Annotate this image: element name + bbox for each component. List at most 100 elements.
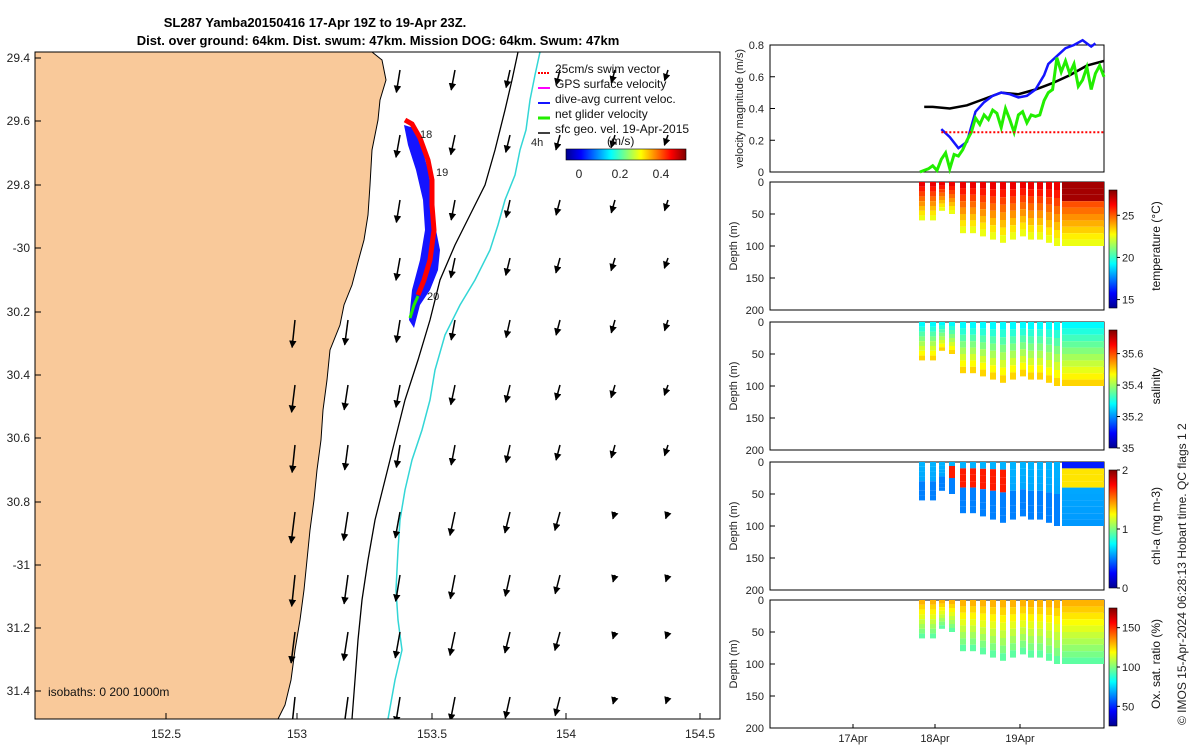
profile-cell	[1020, 489, 1026, 496]
profile-cell	[1010, 232, 1016, 240]
profile-cell	[1046, 484, 1052, 493]
profile-cell	[1010, 182, 1016, 190]
profile-cell	[1046, 462, 1052, 470]
profile-cell	[1037, 505, 1043, 513]
profile-cell	[960, 506, 966, 514]
profile-cell	[960, 632, 966, 639]
colorbar-tick-0: 0	[576, 167, 583, 181]
profile-cell	[919, 331, 925, 337]
profile-cell	[1054, 322, 1060, 330]
profile-cell	[1020, 613, 1026, 621]
profile-cell	[990, 358, 996, 366]
isobath-200m	[351, 52, 519, 719]
profile-cell	[990, 614, 996, 622]
map-colorbar	[565, 148, 687, 161]
profile-cell	[970, 201, 976, 208]
profile-cell	[960, 600, 966, 607]
profile-cell	[949, 346, 955, 350]
profile-cell	[939, 347, 945, 351]
profile-cell	[1046, 352, 1052, 360]
profile-cell	[939, 469, 945, 473]
profile-cell	[1028, 358, 1034, 366]
profile-cell	[919, 341, 925, 346]
profile-cell	[1020, 634, 1026, 641]
profile-cell	[1054, 632, 1060, 640]
lat-tick-label: 30.6	[7, 431, 31, 445]
profile-cell	[939, 483, 945, 488]
velocity-arrow	[447, 511, 456, 537]
profile-cell	[949, 604, 955, 608]
profile-cell	[1000, 507, 1006, 516]
profile-cell	[1028, 628, 1034, 636]
profile-cell	[949, 338, 955, 342]
velocity-arrow	[341, 696, 349, 719]
profile-cell	[949, 330, 955, 334]
velocity-ylabel: velocity magnitude (m/s)	[734, 49, 746, 168]
land-mass	[35, 52, 386, 719]
profile-cell	[930, 481, 936, 486]
profile-block-cell	[1062, 360, 1104, 367]
velocity-arrow	[554, 257, 562, 274]
legend-entry-gps: GPS surface velocity	[538, 77, 666, 91]
cbar-tick-label: 1	[1122, 524, 1128, 536]
profile-cell	[970, 182, 976, 189]
map-frame	[34, 51, 721, 720]
profile-cell	[939, 343, 945, 348]
profile-cell	[1037, 365, 1043, 373]
profile-block-cell	[1062, 519, 1104, 526]
velocity-arrow	[609, 384, 617, 399]
day-label-20: 20	[427, 291, 439, 303]
velocity-arrow	[609, 319, 617, 334]
profile-cell	[1028, 350, 1034, 358]
heatmap-ytick-label: 200	[746, 723, 764, 735]
lon-tick-label: 154.5	[685, 727, 715, 741]
profile-cell	[990, 498, 996, 506]
profile-cell	[949, 206, 955, 210]
profile-cell	[1010, 329, 1016, 337]
velocity-arrow	[554, 199, 562, 216]
profile-cell	[1020, 462, 1026, 469]
profile-cell	[980, 369, 986, 377]
profile-cell	[930, 196, 936, 202]
profile-cell	[1028, 643, 1034, 651]
glider-track-red	[403, 117, 437, 296]
profile-cell	[970, 322, 976, 329]
lon-tick-label: 152.5	[151, 727, 181, 741]
heatmap-panel-2: 0 50 100 150 200 Depth (m) 0 1 2 chl-a (mg m-3)	[728, 457, 1163, 597]
profile-cell	[1028, 336, 1034, 344]
profile-cell	[1000, 462, 1006, 470]
profile-cell	[1028, 329, 1034, 337]
velocity-arrow	[448, 257, 456, 279]
heatmap-ytick-label: 0	[758, 317, 764, 329]
profile-cell	[960, 494, 966, 501]
profile-cell	[970, 600, 976, 607]
profile-cell	[1020, 509, 1026, 517]
profile-cell	[949, 342, 955, 346]
heatmap-ylabel: Depth (m)	[728, 502, 740, 551]
profile-block-cell	[1062, 632, 1104, 639]
profile-cell	[1028, 650, 1034, 658]
profile-cell	[1010, 650, 1016, 658]
profile-cell	[1010, 203, 1016, 211]
velocity-arrow	[340, 511, 349, 542]
velocity-arrow	[448, 69, 457, 91]
profile-cell	[1020, 620, 1026, 628]
profile-cell	[1010, 462, 1016, 470]
profile-cell	[1010, 322, 1016, 330]
title-line2: Dist. over ground: 64km. Dist. swum: 47k…	[137, 33, 620, 48]
profile-cell	[1054, 624, 1060, 632]
profile-cell	[980, 606, 986, 614]
isobath-0m	[277, 52, 387, 719]
colorbar-tick-2: 0.4	[653, 167, 670, 181]
heatmap-ytick-label: 50	[752, 209, 764, 221]
heatmap-frame	[769, 321, 1105, 451]
profile-cell	[980, 342, 986, 350]
profile-cell	[1028, 218, 1034, 226]
velocity-arrow	[553, 631, 561, 652]
profile-block-cell	[1062, 462, 1104, 469]
profile-cell	[949, 186, 955, 190]
velocity-arrow	[503, 696, 511, 719]
profile-cell	[1020, 496, 1026, 503]
profile-cell	[1020, 182, 1026, 189]
